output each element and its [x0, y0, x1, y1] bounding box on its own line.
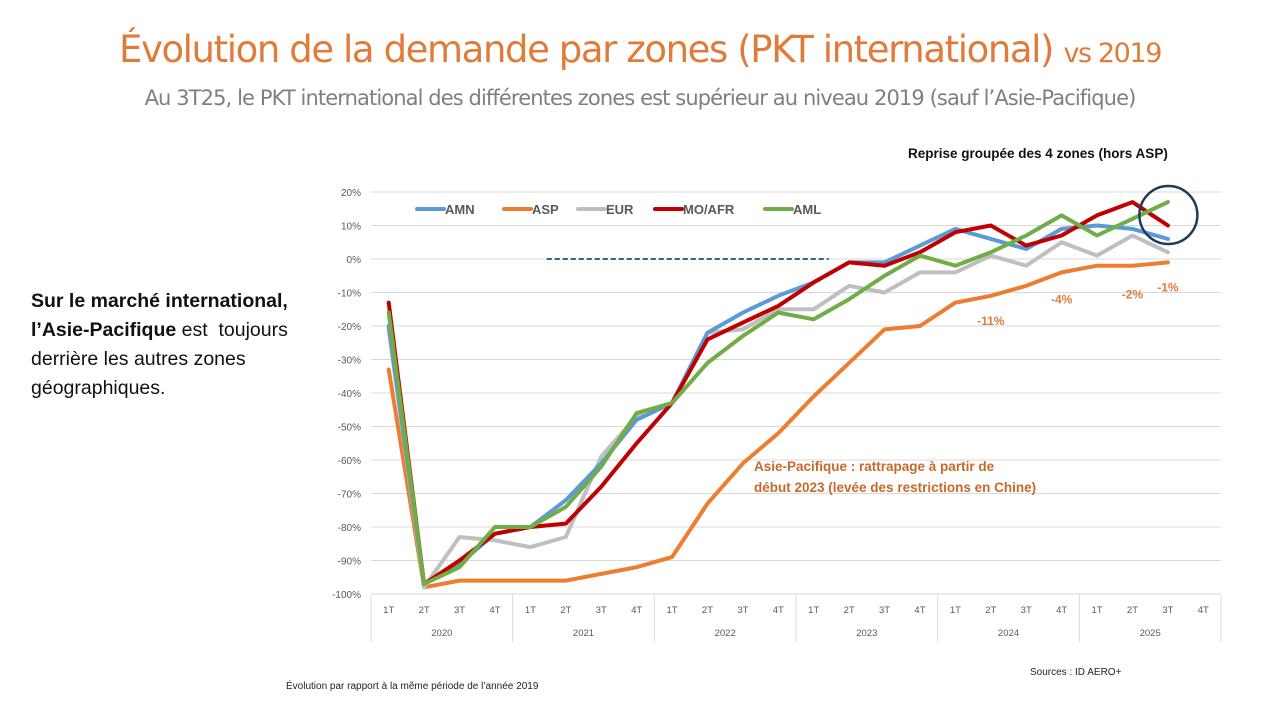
x-tick-quarter: 2T — [1127, 605, 1138, 616]
legend-label: AML — [793, 202, 821, 217]
x-tick-quarter: 2T — [985, 605, 996, 616]
title-suffix: vs 2019 — [1063, 38, 1162, 69]
x-tick-quarter: 3T — [454, 605, 465, 616]
data-label: -2% — [1122, 288, 1144, 302]
x-tick-quarter: 3T — [879, 605, 890, 616]
page-subtitle: Au 3T25, le PKT international des différ… — [144, 86, 1137, 110]
source-note: Sources : ID AERO+ — [1030, 667, 1122, 678]
highlight-circle-group — [1138, 184, 1199, 246]
legend-label: ASP — [532, 202, 559, 217]
x-tick-quarter: 3T — [1021, 605, 1032, 616]
data-label: -4% — [1051, 292, 1073, 306]
data-labels: -11% -4% -2% -1% — [977, 280, 1179, 328]
legend-label: AMN — [445, 202, 475, 217]
x-tick-quarter: 2T — [560, 605, 571, 616]
legend-label: EUR — [606, 202, 634, 217]
reprise-annotation: Reprise groupée des 4 zones (hors ASP) — [908, 146, 1168, 161]
y-tick-label: 10% — [341, 222, 361, 233]
series-line-mo-afr — [386, 200, 1170, 586]
series-line-asp — [386, 260, 1170, 590]
x-tick-year: 2024 — [998, 628, 1019, 639]
data-label: -11% — [977, 314, 1005, 328]
x-tick-year: 2025 — [1140, 628, 1161, 639]
x-tick-quarter: 4T — [1056, 605, 1067, 616]
y-tick-label: -50% — [338, 423, 361, 434]
asp-annotation-line-2: début 2023 (levée des restrictions en Ch… — [754, 480, 1037, 495]
side-text-line-3: derrière les autres zones — [31, 348, 246, 370]
legend-label: MO/AFR — [683, 202, 735, 217]
x-tick-year: 2021 — [573, 628, 594, 639]
y-tick-label: -60% — [338, 456, 361, 467]
y-tick-label: -30% — [338, 356, 361, 367]
x-tick-quarter: 2T — [844, 605, 855, 616]
x-axis: 1T 2T 3T 4T 1T 2T 3T 4T 1T 2T 3T 4T 1T 2T 3T 4T 1T 2T 3T 4T… — [370, 593, 1222, 642]
x-tick-quarter: 4T — [489, 605, 500, 616]
side-text-line-4: géographiques. — [31, 377, 166, 399]
series-lines — [386, 200, 1170, 590]
x-tick-quarter: 4T — [1198, 605, 1209, 616]
x-tick-quarter: 1T — [808, 605, 819, 616]
series-line-eur — [386, 233, 1170, 590]
y-tick-label: -40% — [338, 389, 361, 400]
side-text-bold-2: l’Asie-Pacifique — [31, 319, 177, 341]
x-tick-quarter: 3T — [737, 605, 748, 616]
x-tick-quarter: 1T — [950, 605, 961, 616]
x-tick-quarter: 1T — [383, 605, 394, 616]
y-tick-label: 0% — [347, 255, 362, 266]
highlight-circle — [1138, 184, 1199, 246]
x-tick-year: 2022 — [715, 628, 736, 639]
x-tick-quarter: 3T — [1162, 605, 1173, 616]
side-text-bold-1: Sur le marché international, — [31, 290, 288, 312]
y-tick-label: -20% — [338, 322, 361, 333]
x-tick-quarter: 2T — [419, 605, 430, 616]
side-commentary: Sur le marché international, l’Asie-Paci… — [31, 287, 331, 403]
x-tick-quarter: 3T — [596, 605, 607, 616]
x-tick-quarter: 4T — [914, 605, 925, 616]
y-axis-ticks: 20% 10% 0% -10% -20% -30% -40% -50% -60% -70% -80%… — [332, 188, 361, 601]
x-tick-year: 2023 — [856, 628, 877, 639]
y-tick-label: -70% — [338, 490, 361, 501]
asp-annotation: Asie-Pacifique : rattrapage à partir de … — [754, 456, 1036, 498]
y-tick-label: 20% — [341, 188, 361, 199]
x-tick-quarter: 4T — [773, 605, 784, 616]
side-text-rest-2: est toujours — [176, 319, 288, 341]
x-tick-quarter: 1T — [666, 605, 677, 616]
x-tick-year: 2020 — [431, 628, 452, 639]
x-tick-quarter: 1T — [525, 605, 536, 616]
legend: AMN ASP EUR MO/AFR AML — [415, 202, 821, 217]
footnote: Évolution par rapport à la même période … — [286, 681, 539, 692]
page-title: Évolution de la demande par zones (PKT i… — [0, 28, 1280, 71]
x-tick-quarter: 1T — [1091, 605, 1102, 616]
x-tick-quarter: 4T — [631, 605, 642, 616]
x-tick-quarter: 2T — [702, 605, 713, 616]
y-tick-label: -10% — [338, 289, 361, 300]
series-line-aml — [386, 200, 1170, 586]
y-tick-label: -90% — [338, 557, 361, 568]
y-tick-label: -100% — [332, 590, 361, 601]
asp-annotation-line-1: Asie-Pacifique : rattrapage à partir de — [754, 459, 995, 474]
data-label: -1% — [1157, 280, 1179, 294]
y-tick-label: -80% — [338, 523, 361, 534]
title-main: Évolution de la demande par zones (PKT i… — [118, 28, 1055, 71]
